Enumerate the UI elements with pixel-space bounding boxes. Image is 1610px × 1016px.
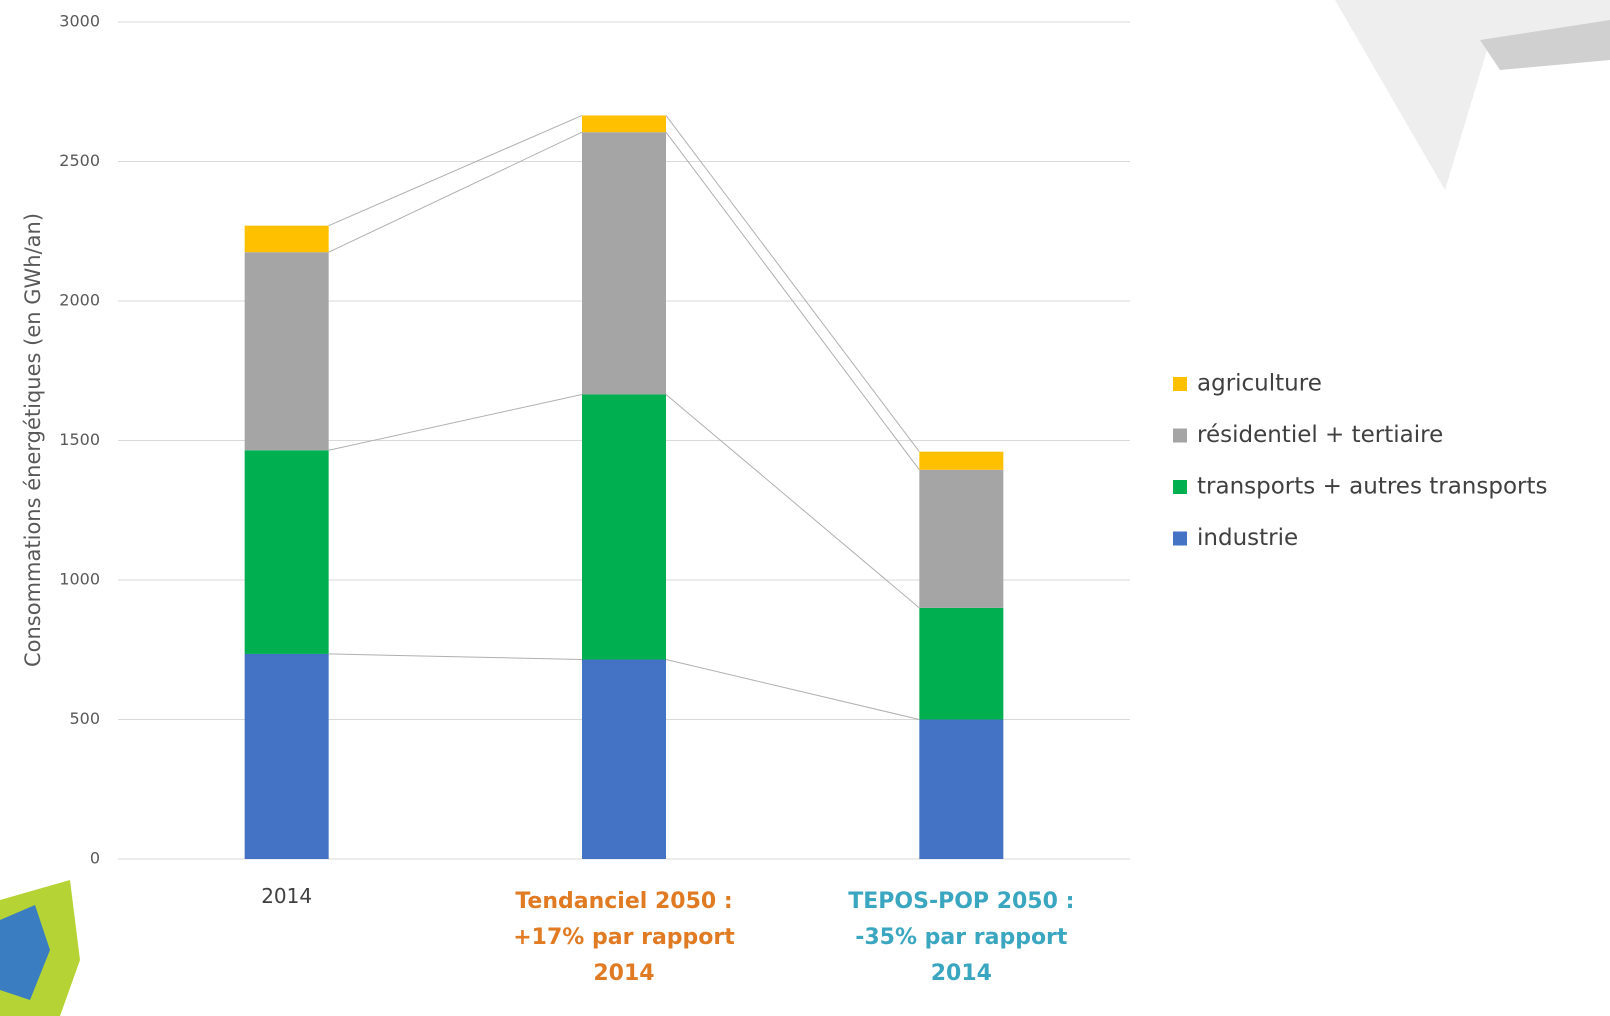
y-tick-label: 2500	[59, 151, 100, 170]
legend-swatch	[1173, 532, 1187, 546]
bar-segment	[245, 226, 329, 253]
series-line	[329, 654, 582, 660]
series-line	[666, 394, 919, 607]
bar-segment	[245, 450, 329, 654]
bar-segment	[245, 252, 329, 450]
legend-label: industrie	[1197, 525, 1298, 551]
bar-segment	[919, 470, 1003, 608]
x-tick-label: 2014	[147, 878, 427, 914]
series-line	[666, 115, 919, 451]
y-tick-label: 1500	[59, 430, 100, 449]
chart: Consommations énergétiques (en GWh/an) 0…	[0, 0, 1610, 1016]
legend-label: agriculture	[1197, 371, 1322, 397]
legend-swatch	[1173, 480, 1187, 494]
series-line	[329, 132, 582, 252]
legend-label: résidentiel + tertiaire	[1197, 422, 1443, 448]
y-tick-label: 1000	[59, 570, 100, 589]
bar-segment	[582, 394, 666, 659]
bar-segment	[919, 720, 1003, 860]
page: Consommations énergétiques (en GWh/an) 0…	[0, 0, 1610, 1016]
bar-segment	[919, 608, 1003, 720]
y-tick-label: 3000	[59, 12, 100, 31]
series-line	[329, 394, 582, 450]
y-axis-label: Consommations énergétiques (en GWh/an)	[21, 213, 45, 667]
bar-segment	[919, 452, 1003, 470]
bar-segment	[582, 132, 666, 394]
bar-segment	[582, 115, 666, 132]
y-tick-label: 2000	[59, 291, 100, 310]
y-tick-label: 0	[90, 849, 100, 868]
x-tick-label: Tendanciel 2050 : +17% par rapport 2014	[504, 884, 744, 992]
bar-segment	[245, 654, 329, 859]
legend-label: transports + autres transports	[1197, 474, 1548, 500]
y-tick-label: 500	[69, 709, 100, 728]
series-line	[329, 115, 582, 225]
legend-swatch	[1173, 429, 1187, 443]
series-line	[666, 660, 919, 720]
legend-swatch	[1173, 377, 1187, 391]
bar-segment	[582, 660, 666, 859]
x-tick-label: TEPOS-POP 2050 : -35% par rapport 2014	[841, 884, 1081, 992]
